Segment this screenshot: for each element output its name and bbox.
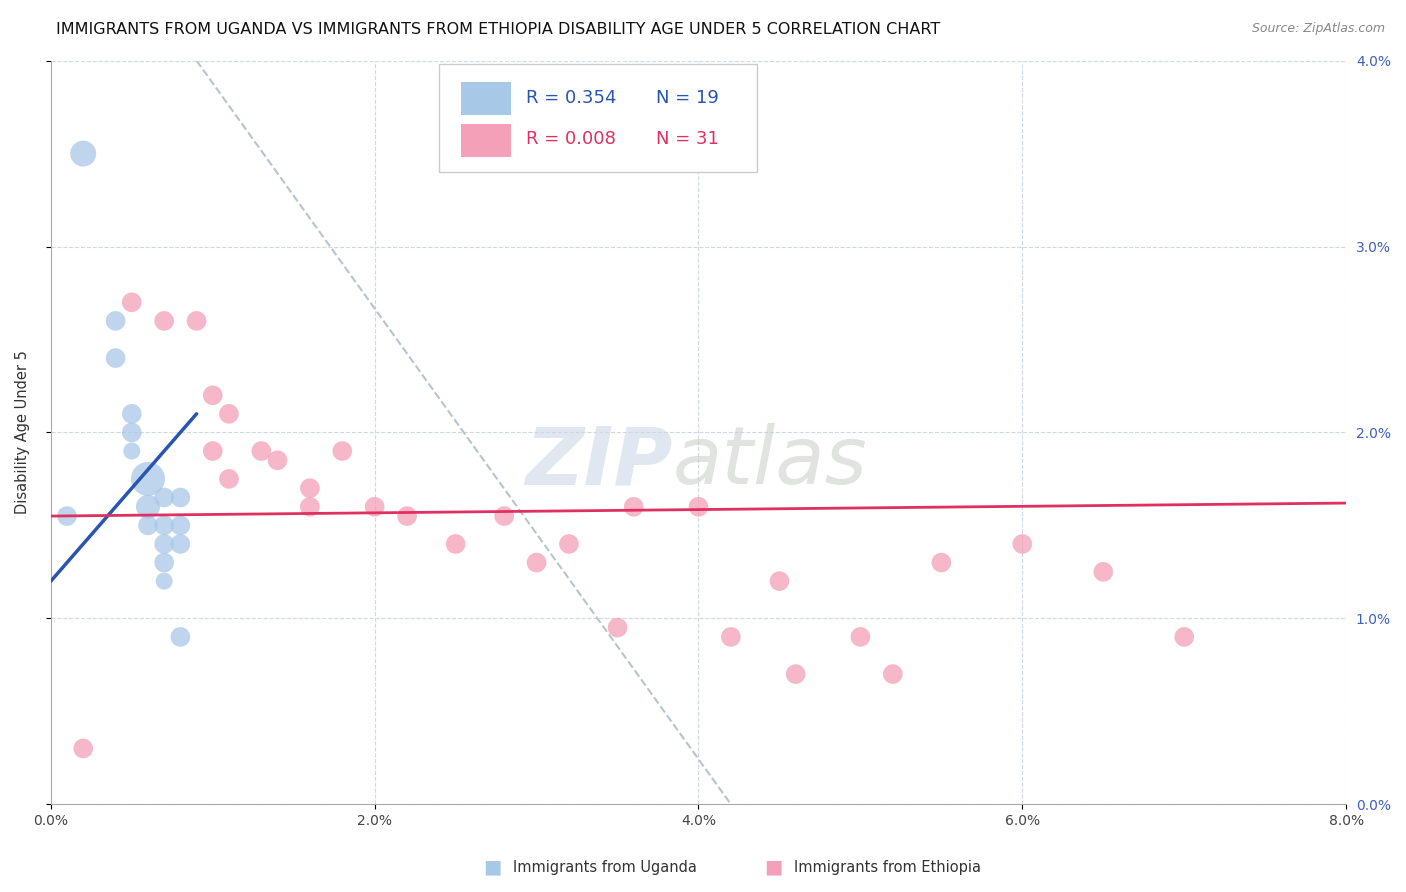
Text: ■: ■: [763, 857, 783, 877]
Text: ■: ■: [482, 857, 502, 877]
Point: [201, 388, 224, 402]
Text: Source: ZipAtlas.com: Source: ZipAtlas.com: [1251, 22, 1385, 36]
Text: atlas: atlas: [672, 423, 868, 501]
Point: [153, 556, 176, 570]
Point: [558, 537, 581, 551]
Point: [298, 500, 321, 514]
Text: N = 19: N = 19: [655, 89, 718, 107]
Point: [931, 556, 953, 570]
Point: [104, 314, 127, 328]
Point: [56, 509, 79, 524]
Text: R = 0.008: R = 0.008: [526, 129, 616, 148]
Point: [169, 537, 191, 551]
Point: [785, 667, 807, 681]
Point: [72, 146, 94, 161]
Point: [153, 574, 176, 589]
Point: [1092, 565, 1115, 579]
Point: [153, 491, 176, 505]
Y-axis label: Disability Age Under 5: Disability Age Under 5: [15, 351, 30, 515]
Point: [136, 518, 159, 533]
FancyBboxPatch shape: [461, 82, 510, 115]
Point: [396, 509, 419, 524]
Point: [121, 425, 143, 440]
Point: [153, 314, 176, 328]
Point: [136, 500, 159, 514]
Point: [1011, 537, 1033, 551]
Point: [121, 295, 143, 310]
Point: [250, 444, 273, 458]
Point: [218, 407, 240, 421]
Point: [720, 630, 742, 644]
Point: [153, 537, 176, 551]
Point: [72, 741, 94, 756]
Point: [186, 314, 208, 328]
Text: ZIP: ZIP: [526, 423, 672, 501]
Text: R = 0.354: R = 0.354: [526, 89, 617, 107]
Point: [104, 351, 127, 365]
Point: [526, 556, 548, 570]
Point: [1173, 630, 1195, 644]
Point: [169, 630, 191, 644]
Point: [623, 500, 645, 514]
Point: [201, 444, 224, 458]
Point: [363, 500, 385, 514]
Point: [298, 481, 321, 495]
Point: [444, 537, 467, 551]
Point: [768, 574, 790, 589]
Text: Immigrants from Ethiopia: Immigrants from Ethiopia: [794, 860, 981, 874]
Text: IMMIGRANTS FROM UGANDA VS IMMIGRANTS FROM ETHIOPIA DISABILITY AGE UNDER 5 CORREL: IMMIGRANTS FROM UGANDA VS IMMIGRANTS FRO…: [56, 22, 941, 37]
FancyBboxPatch shape: [440, 64, 756, 172]
Text: N = 31: N = 31: [655, 129, 718, 148]
Point: [266, 453, 288, 467]
Point: [169, 491, 191, 505]
Point: [330, 444, 353, 458]
Point: [882, 667, 904, 681]
Point: [606, 621, 628, 635]
FancyBboxPatch shape: [461, 124, 510, 157]
Point: [169, 518, 191, 533]
Point: [136, 472, 159, 486]
Point: [849, 630, 872, 644]
Point: [494, 509, 516, 524]
Point: [218, 472, 240, 486]
Point: [153, 518, 176, 533]
Text: Immigrants from Uganda: Immigrants from Uganda: [513, 860, 697, 874]
Point: [121, 444, 143, 458]
Point: [121, 407, 143, 421]
Point: [688, 500, 710, 514]
